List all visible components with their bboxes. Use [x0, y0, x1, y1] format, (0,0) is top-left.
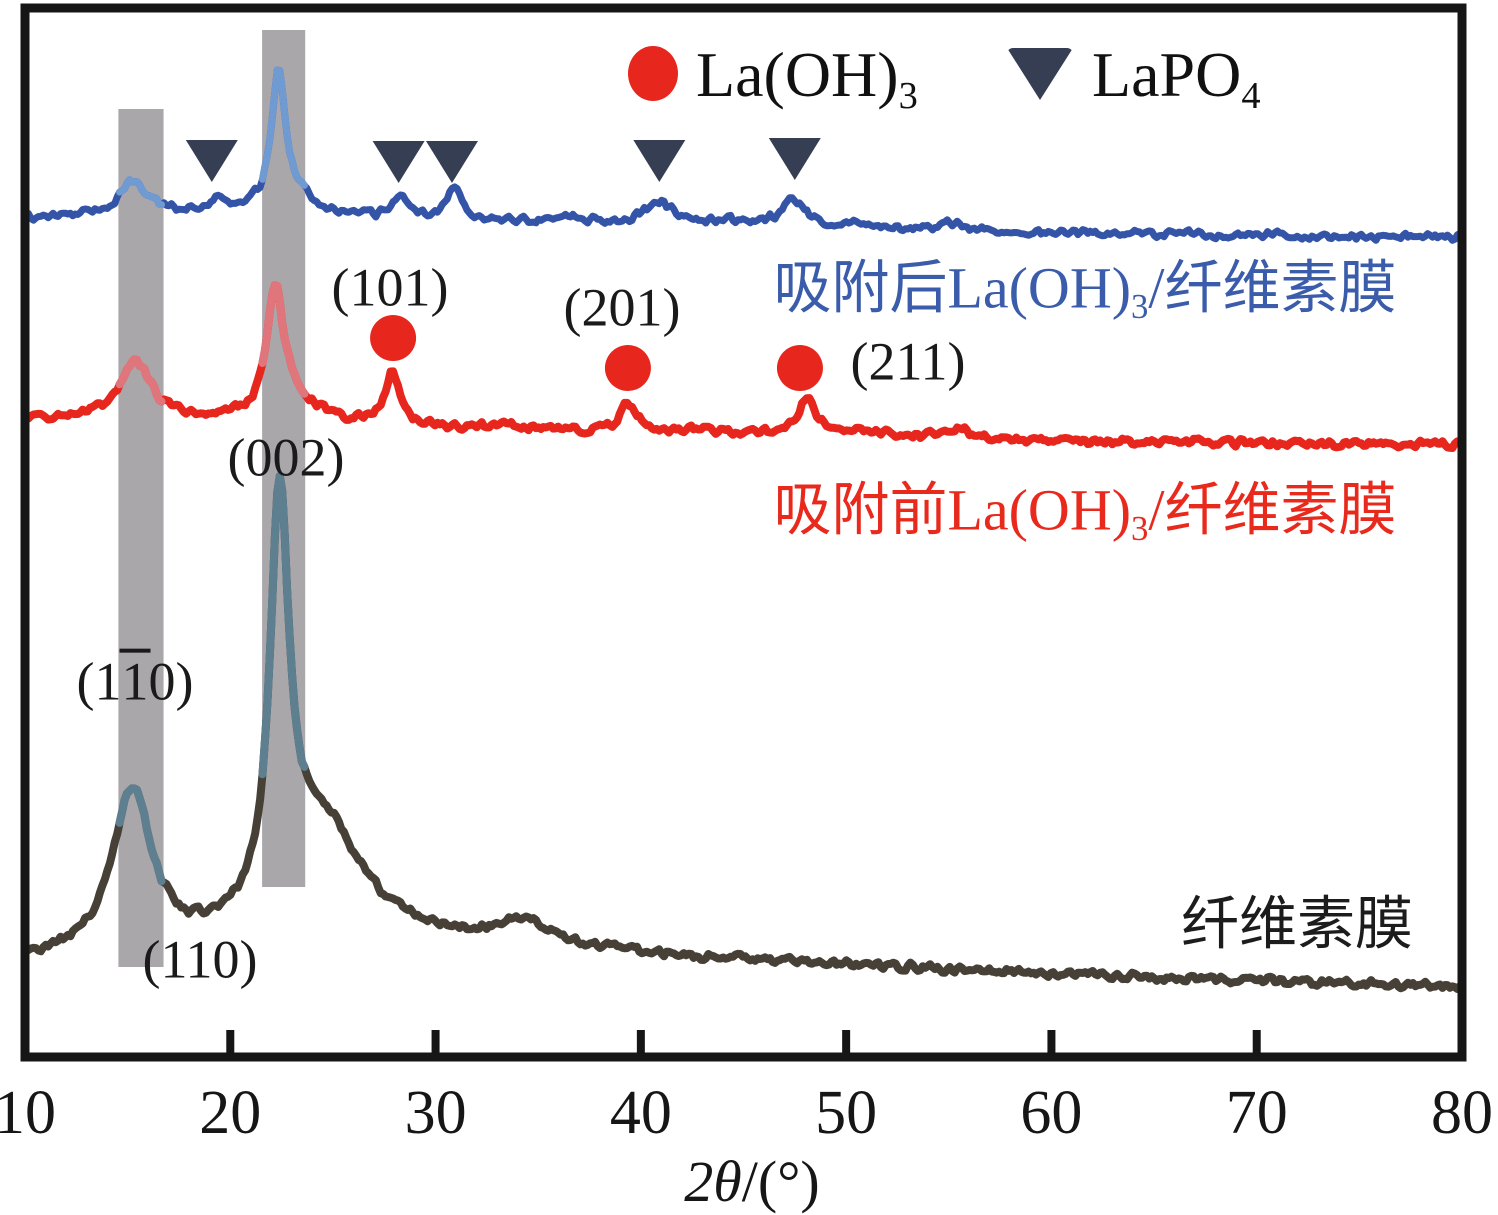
laoh3-legend-label: La(OH)3 — [696, 39, 918, 117]
lapo4-triangle-marker-icon — [372, 141, 425, 183]
x-tick-label-50: 50 — [815, 1079, 878, 1147]
peak-label-211: (211) — [850, 331, 966, 392]
xrd-curve-cellulose-band-tint — [258, 471, 309, 779]
peak-label-1bar10: (110) — [76, 648, 194, 712]
series-label-after-adsorption: 吸附后La(OH)3/纤维素膜 — [773, 255, 1397, 326]
lapo4-legend-label: LaPO4 — [1092, 39, 1261, 117]
x-tick-label-80: 80 — [1431, 1079, 1493, 1147]
peak-label-201: (201) — [563, 277, 681, 338]
x-axis-title: 2θ/(°) — [684, 1149, 820, 1214]
lapo4-triangle-marker-icon — [633, 140, 686, 182]
plot-border — [20, 3, 1467, 1062]
lapo4-triangle-marker-icon — [185, 140, 238, 182]
x-tick-label-30: 30 — [404, 1079, 467, 1147]
laoh3-legend-marker-icon — [628, 46, 678, 101]
lapo4-legend-marker-icon — [1007, 48, 1073, 100]
xrd-curve-cellulose-band-tint — [115, 784, 166, 886]
lapo4-triangle-marker-icon — [768, 138, 821, 180]
xrd-curve-after-adsorption-band-tint — [116, 176, 165, 209]
x-tick-label-20: 20 — [199, 1079, 262, 1147]
series-label-before-adsorption: 吸附前La(OH)3/纤维素膜 — [773, 477, 1397, 548]
xrd-curve-before-adsorption-band-tint — [115, 355, 166, 406]
x-tick-label-70: 70 — [1225, 1079, 1288, 1147]
peak-label-110: (110) — [142, 929, 258, 990]
xrd-curve-after-adsorption-band-tint — [259, 66, 308, 189]
xrd-curve-before-adsorption-band-tint — [258, 281, 309, 398]
laoh3-circle-marker-icon — [776, 345, 823, 391]
laoh3-circle-marker-icon — [370, 315, 417, 361]
x-tick-label-40: 40 — [609, 1079, 672, 1147]
series-label-cellulose: 纤维素膜 — [1180, 891, 1414, 957]
laoh3-circle-marker-icon — [604, 345, 651, 391]
highlight-band — [118, 109, 164, 967]
x-tick-label-10: 10 — [0, 1079, 56, 1147]
peak-label-101: (101) — [331, 257, 449, 318]
lapo4-triangle-marker-icon — [425, 141, 478, 183]
x-tick-label-60: 60 — [1020, 1079, 1083, 1147]
peak-label-002: (002) — [227, 427, 345, 488]
